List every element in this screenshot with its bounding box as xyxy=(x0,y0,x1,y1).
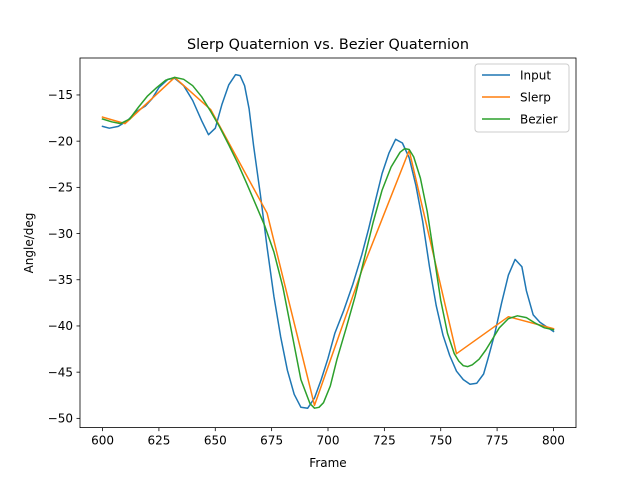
y-axis-ticks: −15 −20 −25 −30 −35 −40 −45 −50 xyxy=(48,88,80,426)
y-tick-label: −40 xyxy=(48,319,73,333)
legend-label-input: Input xyxy=(520,68,551,82)
y-tick-label: −35 xyxy=(48,273,73,287)
series-line-bezier xyxy=(101,76,555,409)
x-tick-label: 750 xyxy=(429,434,452,448)
x-tick-label: 775 xyxy=(486,434,509,448)
x-tick-label: 625 xyxy=(147,434,170,448)
legend: Input Slerp Bezier xyxy=(474,63,570,133)
series-line-slerp xyxy=(101,76,555,407)
legend-label-slerp: Slerp xyxy=(520,90,551,104)
x-tick-label: 675 xyxy=(260,434,283,448)
y-axis-label: Angle/deg xyxy=(22,213,36,274)
series-layer xyxy=(101,73,555,409)
x-axis-label: Frame xyxy=(309,456,346,470)
x-tick-label: 800 xyxy=(542,434,565,448)
x-axis-ticks: 600 625 650 675 700 725 750 775 800 xyxy=(91,427,565,448)
y-tick-label: −15 xyxy=(48,88,73,102)
x-tick-label: 700 xyxy=(317,434,340,448)
series-line-input xyxy=(101,73,555,409)
plot-area-frame xyxy=(79,57,577,429)
legend-box xyxy=(474,63,570,133)
y-tick-label: −30 xyxy=(48,227,73,241)
y-tick-label: −45 xyxy=(48,365,73,379)
y-tick-label: −50 xyxy=(48,412,73,426)
x-tick-label: 650 xyxy=(204,434,227,448)
y-tick-label: −25 xyxy=(48,181,73,195)
chart-title: Slerp Quaternion vs. Bezier Quaternion xyxy=(187,37,469,53)
x-tick-label: 725 xyxy=(373,434,396,448)
x-tick-label: 600 xyxy=(91,434,114,448)
legend-label-bezier: Bezier xyxy=(520,112,558,126)
y-tick-label: −20 xyxy=(48,134,73,148)
